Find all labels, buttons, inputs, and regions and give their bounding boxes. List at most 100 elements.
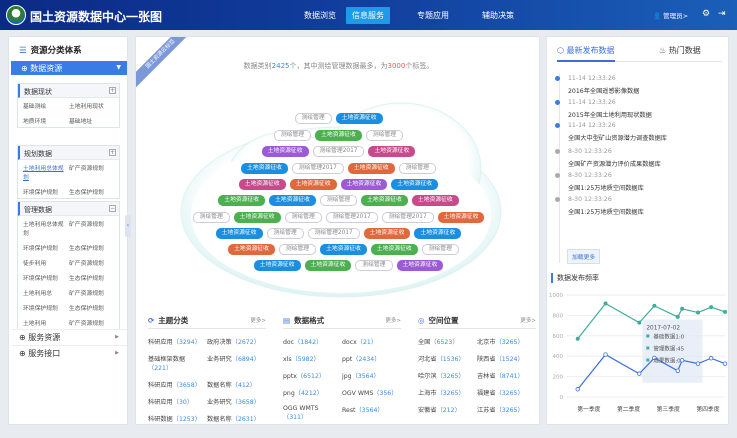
data-point[interactable] (675, 314, 680, 319)
tag[interactable]: 土地资源征收 (335, 113, 383, 124)
group-item[interactable]: 环境保护规划 (23, 246, 58, 252)
tag[interactable]: 测绘管理2017 (381, 212, 434, 223)
tag[interactable]: 土地资源征收 (340, 179, 388, 190)
tag[interactable]: 土地资源征收 (370, 244, 418, 255)
tag[interactable]: 土地资源征收 (218, 195, 266, 206)
section-item[interactable]: 全国（6523） (418, 337, 477, 346)
section-item[interactable]: 科研数据（1253） (148, 414, 207, 423)
tag[interactable]: 土地资源征收 (315, 130, 362, 141)
section-item[interactable]: 科研应用（3658） (148, 380, 207, 389)
tag[interactable]: 土地资源征收 (368, 146, 416, 157)
group-item[interactable]: 环境保护规划 (23, 276, 58, 282)
section-item[interactable]: 河北省（1536） (418, 354, 477, 363)
section-item[interactable]: OGV WMS（356） (342, 388, 401, 397)
group-item[interactable]: 环境保护规划 (23, 306, 58, 312)
tag[interactable]: 测绘管理 (421, 244, 459, 255)
tag[interactable]: 土地资源征收 (238, 179, 286, 190)
nav-topic-app[interactable]: 专题应用 (417, 11, 449, 20)
section-item[interactable]: 数据名称（2631） (207, 414, 266, 423)
data-point[interactable] (722, 361, 728, 366)
more-link[interactable]: 更多> (385, 318, 401, 324)
tag[interactable]: 测绘管理 (266, 228, 304, 239)
group-item[interactable]: 矿产资源规划 (69, 321, 104, 327)
load-more-button[interactable]: 加载更多 (567, 249, 601, 264)
group-item[interactable]: 土地利用 (23, 321, 47, 327)
group-item[interactable]: 生态保护规划 (69, 276, 104, 282)
group-item[interactable]: 土地利用总体规划 (23, 222, 64, 237)
data-point[interactable] (575, 336, 580, 341)
group-item[interactable]: 矿产资源规划 (69, 222, 104, 228)
section-item[interactable]: 哈尔滨（3265） (418, 371, 477, 380)
group-item[interactable]: 基础地址 (69, 119, 93, 125)
toggle-icon[interactable]: + (109, 149, 116, 156)
tag[interactable]: 土地资源征收 (241, 163, 288, 174)
tag[interactable]: 土地资源征收 (437, 212, 485, 223)
group-item[interactable]: 土地利用总体规划 (23, 166, 64, 181)
section-item[interactable]: 基础框架数据 （221） (148, 354, 207, 372)
section-item[interactable]: png（4212） (283, 388, 342, 397)
tag[interactable]: 测绘管理 (365, 130, 404, 141)
data-point[interactable] (680, 306, 685, 311)
logout-icon[interactable]: ⇥ (718, 9, 726, 19)
section-item[interactable]: pptx（6512） (283, 371, 342, 380)
data-point[interactable] (637, 371, 642, 376)
section-item[interactable]: OGG WMTS （311） (283, 405, 342, 421)
more-link[interactable]: 更多> (520, 318, 536, 324)
group-item[interactable]: 矿产资源规划 (69, 291, 104, 297)
section-item[interactable]: 吉林省（8741） (477, 371, 536, 380)
data-point[interactable] (679, 358, 685, 363)
data-point[interactable] (603, 352, 608, 357)
group-item[interactable]: 生态保护规划 (69, 190, 104, 196)
section-item[interactable]: 业务研究（3658） (207, 397, 266, 406)
tag[interactable]: 土地资源征收 (215, 228, 263, 239)
group-item[interactable]: 环境保护规划 (23, 190, 58, 196)
gear-icon[interactable]: ⚙ (702, 9, 711, 19)
group-item[interactable]: 矿产资源规划 (69, 261, 104, 267)
section-item[interactable]: 业务研究（6894） (207, 354, 266, 372)
tag[interactable]: 土地资源征收 (261, 146, 309, 157)
data-point[interactable] (696, 310, 701, 315)
tag[interactable]: 土地资源征收 (396, 260, 444, 271)
group-item[interactable]: 地质环境 (23, 119, 47, 125)
tag[interactable]: 土地资源征收 (363, 228, 411, 239)
section-item[interactable]: 陕西省（1524） (477, 354, 536, 363)
tag[interactable]: 测绘管理2017 (312, 146, 365, 157)
data-resource-menu[interactable]: ⊕ 数据资源 ▼ (11, 61, 127, 75)
group-item[interactable]: 生态保护规划 (69, 246, 104, 252)
tag[interactable]: 土地资源征收 (320, 244, 367, 255)
group-item[interactable]: 矿产资源规划 (69, 166, 104, 172)
tag[interactable]: 土地资源征收 (391, 179, 439, 190)
section-item[interactable]: jpg（3564） (342, 371, 401, 380)
data-point[interactable] (709, 305, 714, 310)
section-item[interactable]: 科研应用（30） (148, 397, 207, 406)
section-item[interactable]: doc（1842） (283, 337, 342, 346)
tag[interactable]: 测绘管理 (319, 195, 358, 206)
section-item[interactable]: 上海市（3265） (418, 388, 477, 397)
user-menu[interactable]: 👤 管理员> (653, 10, 688, 20)
nav-decision[interactable]: 辅助决策 (482, 11, 514, 20)
tag[interactable]: 土地资源征收 (347, 163, 395, 174)
nav-info-service[interactable]: 信息服务 (346, 7, 390, 24)
section-item[interactable]: 科研应用（3294） (148, 337, 207, 346)
tag[interactable]: 土地资源征收 (228, 244, 275, 255)
toggle-icon[interactable]: + (109, 87, 116, 94)
section-item[interactable]: 北京市（3265） (477, 337, 536, 346)
tag[interactable]: 测绘管理2017 (307, 228, 360, 239)
tag[interactable]: 测绘管理 (294, 113, 332, 124)
more-link[interactable]: 更多> (250, 318, 266, 324)
menu-service-interface[interactable]: ⊕ 服务接口 ▶ (11, 345, 127, 359)
section-item[interactable]: ppt（2434） (342, 354, 401, 363)
section-item[interactable]: docx（21） (342, 337, 401, 346)
data-point[interactable] (675, 368, 680, 373)
data-point[interactable] (603, 301, 608, 306)
data-point[interactable] (708, 356, 714, 361)
tab-latest[interactable]: ⬡ 最新发布数据 (557, 45, 615, 62)
data-point[interactable] (637, 320, 642, 325)
tag[interactable]: 土地资源征收 (289, 179, 337, 190)
section-item[interactable]: xls（5982） (283, 354, 342, 363)
group-item[interactable]: 土地利用现状 (69, 104, 104, 110)
data-point[interactable] (652, 303, 657, 308)
tag[interactable]: 土地资源征收 (361, 195, 408, 206)
tag[interactable]: 测绘管理 (355, 260, 393, 271)
section-item[interactable]: 数据名称（412） (207, 380, 266, 389)
